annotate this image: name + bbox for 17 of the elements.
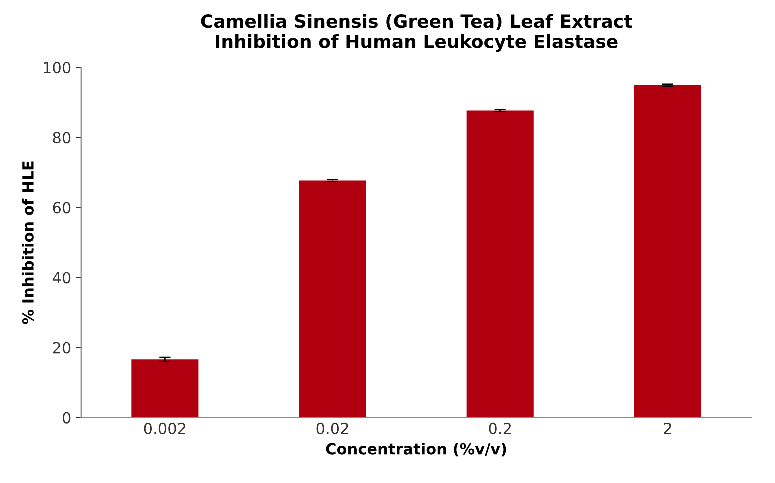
bar bbox=[634, 85, 702, 418]
x-tick-label: 0.2 bbox=[489, 422, 511, 434]
x-tick-label: 0.02 bbox=[316, 422, 348, 434]
chart-title: Camellia Sinensis (Green Tea) Leaf Extract Inhibition of Human Leukocyte Elastase bbox=[201, 14, 632, 52]
y-tick-label: 20 bbox=[53, 342, 71, 354]
y-axis-title: % Inhibition of HLE bbox=[22, 162, 34, 324]
y-tick-label: 0 bbox=[62, 412, 71, 424]
y-tick-label: 60 bbox=[53, 202, 71, 214]
y-tick-label: 80 bbox=[53, 132, 71, 144]
y-tick-label: 40 bbox=[52, 272, 71, 284]
x-tick-label: 2 bbox=[664, 422, 672, 434]
bar bbox=[466, 110, 534, 418]
y-tick-label: 100 bbox=[44, 62, 71, 74]
x-axis-title: Concentration (%v/v) bbox=[326, 443, 506, 457]
x-tick-label: 0.002 bbox=[144, 422, 186, 434]
bar bbox=[132, 360, 199, 418]
bar bbox=[299, 180, 366, 418]
